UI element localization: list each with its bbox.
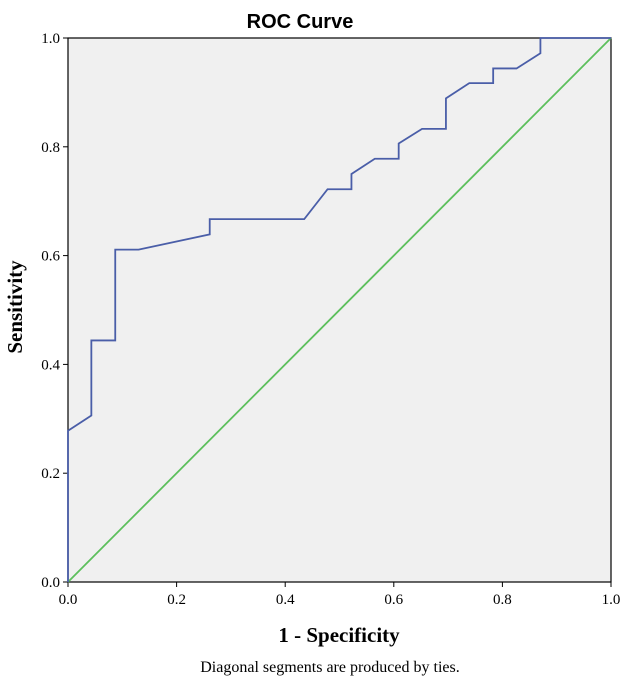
y-tick-label: 0.8	[41, 140, 60, 156]
series-group	[67, 37, 612, 583]
axis-ticks: 0.0 0.2 0.4 0.6 0.8 1.0 0.0 0.2 0.4 0.6 0.8 1.0	[41, 31, 620, 608]
y-axis-label: Sensitivity	[3, 260, 27, 354]
y-tick-label: 0.0	[41, 575, 60, 591]
y-tick-label: 0.2	[41, 466, 60, 482]
footnote: Diagonal segments are produced by ties.	[200, 659, 459, 676]
x-tick-label: 0.6	[384, 592, 403, 608]
roc-curve-line	[67, 37, 611, 582]
x-tick-label: 0.0	[59, 592, 78, 608]
chart-title: ROC Curve	[247, 11, 354, 33]
y-tick-label: 0.4	[41, 357, 60, 373]
x-tick-label: 1.0	[602, 592, 621, 608]
x-tick-label: 0.2	[167, 592, 186, 608]
y-tick-label: 1.0	[41, 31, 60, 47]
y-tick-label: 0.6	[41, 249, 60, 265]
reference-diagonal-line	[67, 37, 612, 583]
x-tick-label: 0.8	[493, 592, 512, 608]
x-axis-label: 1 - Specificity	[278, 623, 400, 647]
x-tick-label: 0.4	[276, 592, 295, 608]
